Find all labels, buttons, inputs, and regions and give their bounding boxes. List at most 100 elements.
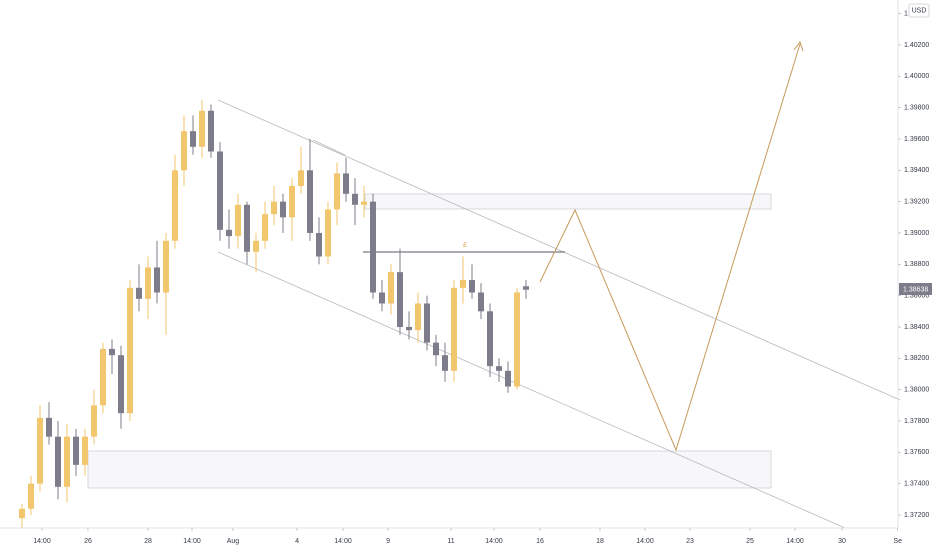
candle-body: [126, 287, 133, 414]
x-tick-label: 14:00: [636, 538, 654, 545]
candles: [18, 99, 530, 528]
candle-body: [180, 131, 187, 171]
annotation: £: [463, 242, 467, 249]
x-tick-label: 4: [295, 538, 299, 545]
current-price-box: [899, 283, 932, 295]
y-tick-label: 1.39400: [904, 167, 929, 174]
candle-body: [207, 110, 214, 152]
channel-extra: [312, 139, 346, 156]
candle-body: [45, 417, 52, 437]
candle-body: [189, 131, 196, 147]
x-tick-label: Aug: [227, 538, 240, 545]
y-tick-label: 1.37600: [904, 449, 929, 456]
x-tick-label: Se: [893, 538, 902, 545]
y-tick-label: 1.37800: [904, 418, 929, 425]
candle-body: [72, 436, 79, 465]
candle-body: [342, 173, 349, 194]
candle-body: [432, 342, 439, 356]
y-tick-label: 1.38000: [904, 386, 929, 393]
x-tick-label: 28: [144, 538, 152, 545]
candle-body: [378, 292, 385, 304]
candle-body: [117, 355, 124, 414]
candle-body: [81, 436, 88, 465]
candle-body: [144, 267, 151, 299]
x-tick-label: 11: [447, 538, 454, 545]
candle-body: [514, 292, 520, 387]
current-price: 1.38638: [903, 286, 928, 293]
currency-box[interactable]: [908, 3, 930, 18]
candle-body: [135, 287, 142, 299]
candle-body: [198, 110, 205, 147]
candle-body: [450, 287, 457, 371]
x-tick-label: 14:00: [334, 538, 352, 545]
resistance-zone: [364, 193, 772, 210]
y-tick-label: 1.39000: [904, 230, 929, 237]
candle-body: [315, 232, 322, 257]
y-tick-label: 1.39800: [904, 104, 929, 111]
candle-body: [279, 201, 286, 218]
candle-body: [360, 201, 367, 205]
y-tick-label: 1.38400: [904, 324, 929, 331]
x-tick-label: 14:00: [786, 538, 804, 545]
candle-body: [153, 267, 160, 293]
candle-body: [306, 170, 313, 233]
projection-path: [539, 43, 801, 452]
candle-body: [495, 366, 502, 371]
candle-body: [243, 204, 250, 252]
axes: 1.37200 1.37400 1.37600 1.37800 1.38000 1.382…: [33, 10, 929, 544]
candle-body: [99, 348, 106, 406]
candle-body: [324, 209, 331, 257]
channel-lower: [217, 251, 846, 529]
candle-body: [54, 436, 61, 487]
candle-body: [18, 508, 25, 519]
y-tick-label: 1.38800: [904, 261, 929, 268]
y-tick-label: 1.37200: [904, 512, 929, 519]
candle-body: [261, 214, 268, 241]
candle-body: [36, 417, 43, 484]
x-tick-label: 23: [686, 538, 694, 545]
candle-body: [468, 279, 475, 293]
x-tick-label: 14:00: [33, 538, 51, 545]
y-tick-label: 1.40000: [904, 73, 929, 80]
y-tick-label: 1.39200: [904, 198, 929, 205]
candle-body: [504, 370, 511, 387]
channel-upper: [217, 99, 901, 401]
candle-body: [108, 348, 115, 356]
candle-body: [523, 286, 530, 290]
drawings: £: [87, 40, 901, 529]
candle-body: [297, 170, 304, 186]
y-tick-label: 1.38200: [904, 355, 929, 362]
x-tick-label: 14:00: [183, 538, 201, 545]
candle-body: [405, 326, 412, 331]
x-tick-label: 16: [536, 538, 544, 545]
overlay: 1.38638 USD: [899, 3, 932, 295]
candle-body: [459, 279, 466, 288]
candle-body: [333, 173, 340, 210]
candle-body: [441, 355, 448, 371]
x-tick-label: 9: [386, 538, 390, 545]
candle-body: [477, 292, 484, 312]
candle-body: [162, 240, 169, 293]
candle-body: [225, 229, 232, 237]
y-tick-label: 1.39600: [904, 136, 929, 143]
candle-body: [288, 185, 295, 218]
x-tick-label: 18: [596, 538, 604, 545]
candle-body: [216, 151, 223, 230]
candle-body: [423, 303, 430, 343]
y-tick-label: 1.40200: [904, 42, 929, 49]
projection-arrow: [793, 40, 804, 52]
candle-body: [252, 240, 259, 252]
candle-body: [486, 311, 493, 367]
x-tick-label: 30: [838, 538, 846, 545]
candle-body: [27, 483, 34, 509]
currency-label[interactable]: USD: [912, 7, 927, 14]
candle-body: [63, 436, 70, 487]
x-tick-label: 25: [746, 538, 754, 545]
candle-body: [387, 272, 394, 304]
x-tick-label: 14:00: [485, 538, 503, 545]
y-tick-label: 1.37400: [904, 481, 929, 488]
candle-body: [369, 201, 376, 293]
y-tick-label: 1.38600: [904, 292, 929, 299]
x-tick-label: 26: [84, 538, 92, 545]
